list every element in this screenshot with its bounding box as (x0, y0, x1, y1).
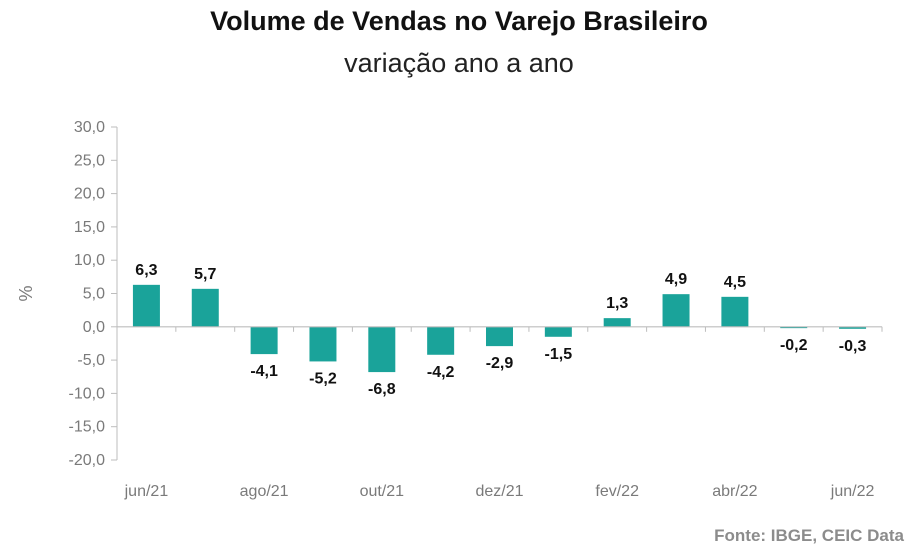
data-label: -2,9 (486, 355, 514, 372)
bar (662, 294, 690, 327)
chart-subtitle: variação ano a ano (344, 48, 574, 78)
bar (839, 326, 867, 329)
bar (603, 318, 631, 327)
y-tick-label: 15,0 (74, 219, 105, 236)
data-label: -5,2 (309, 370, 337, 387)
bar (427, 326, 455, 355)
y-tick-label: -5,0 (77, 352, 105, 369)
data-label: -1,5 (545, 346, 573, 363)
data-label: 4,5 (724, 274, 746, 291)
x-tick-label: out/21 (360, 483, 405, 500)
y-tick-label: 20,0 (74, 186, 105, 203)
bar (486, 326, 513, 347)
bar (544, 326, 572, 337)
y-tick-label: 5,0 (83, 286, 105, 303)
y-tick-label: -10,0 (69, 385, 106, 402)
x-tick-label: jun/22 (830, 483, 875, 500)
x-tick-label: ago/21 (240, 483, 289, 500)
chart-title: Volume de Vendas no Varejo Brasileiro (210, 6, 708, 36)
y-tick-label: 30,0 (74, 119, 105, 136)
data-label: -4,1 (250, 363, 278, 380)
bar (309, 326, 337, 362)
y-tick-label: 0,0 (83, 319, 105, 336)
data-label: 4,9 (665, 271, 687, 288)
y-tick-label: 25,0 (74, 152, 105, 169)
data-label: 1,3 (606, 295, 628, 312)
y-tick-label: 10,0 (74, 252, 105, 269)
data-label: -4,2 (427, 364, 455, 381)
bar (368, 326, 396, 373)
bar (721, 296, 749, 327)
x-tick-label: fev/22 (595, 483, 639, 500)
bar (191, 288, 219, 327)
y-axis-title: % (16, 285, 36, 301)
y-tick-label: -20,0 (69, 452, 106, 469)
x-tick-label: jun/21 (124, 483, 169, 500)
bar (250, 326, 278, 355)
source-note: Fonte: IBGE, CEIC Data (714, 526, 904, 545)
data-label: -6,8 (368, 381, 396, 398)
bar (780, 326, 808, 329)
x-tick-label: dez/21 (475, 483, 523, 500)
bar (132, 284, 160, 327)
x-tick-label: abr/22 (712, 483, 757, 500)
y-tick-label: -15,0 (69, 419, 106, 436)
data-label: 5,7 (194, 266, 216, 283)
data-label: -0,2 (780, 337, 808, 354)
data-label: 6,3 (135, 262, 157, 279)
data-label: -0,3 (839, 338, 867, 355)
